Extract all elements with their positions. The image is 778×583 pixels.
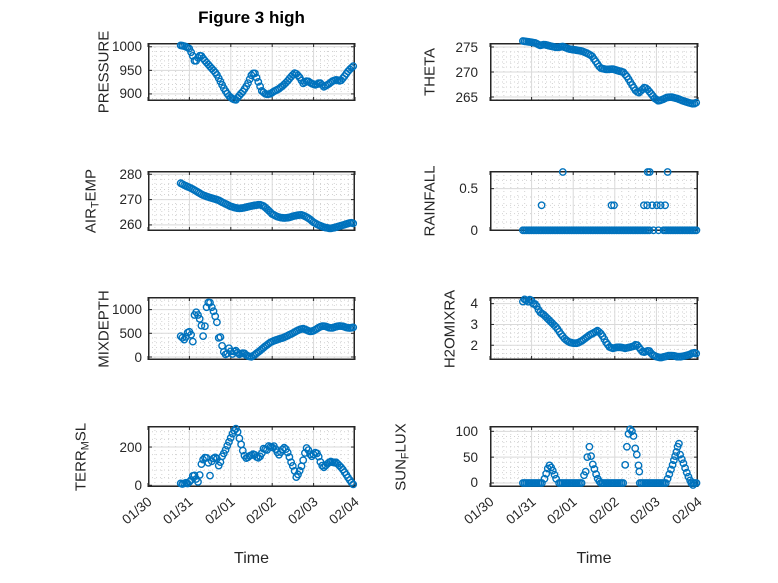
y-axis-label-text: LUX: [392, 422, 410, 452]
y-tick-label: 270: [119, 192, 142, 208]
scatter-series-airtemp: [176, 179, 358, 233]
y-axis-label-h2omixra: H2OMIXRA: [442, 289, 459, 367]
y-tick-label: 50: [462, 449, 478, 465]
y-tick-label: 265: [455, 89, 478, 105]
y-axis-label-text: AIR: [82, 208, 100, 234]
y-tick-label: 0: [470, 475, 478, 491]
plot-area-rainfall: [489, 168, 701, 235]
plot-area-h2omixra: [489, 295, 701, 362]
y-axis-label-text: PRESSURE: [95, 30, 113, 114]
y-tick-label: 200: [119, 439, 142, 455]
y-axis-label-text: H2OMIXRA: [441, 289, 459, 368]
y-tick-label: 0: [470, 222, 478, 238]
y-tick-label: 3: [470, 316, 478, 332]
y-axis-label-subscript: M: [79, 440, 92, 450]
x-axis-title-left: Time: [234, 550, 269, 567]
plot-area-theta: [489, 37, 701, 108]
y-axis-label-text: SL: [72, 422, 90, 441]
plot-area-sunflux: [489, 425, 701, 489]
y-axis-label-text: MIXDEPTH: [95, 289, 113, 368]
y-axis-label-text: THETA: [421, 47, 439, 97]
plot-area-mixdepth: [147, 297, 358, 361]
y-tick-label: 4: [470, 296, 478, 312]
y-axis-label-subscript: T: [89, 201, 102, 209]
y-axis-label-airtemp: AIRTEMP: [82, 168, 102, 234]
y-tick-label: 1000: [111, 39, 142, 55]
y-axis-label-subscript: F: [399, 451, 412, 459]
y-tick-label: 100: [455, 423, 478, 439]
y-tick-label: 900: [119, 86, 142, 102]
figure-title: Figure 3 high: [198, 8, 305, 27]
y-tick-label: 260: [119, 217, 142, 233]
scatter-series-mixdepth: [176, 298, 358, 361]
y-tick-label: 280: [119, 166, 142, 182]
y-axis-label-text: TERR: [72, 449, 90, 491]
y-tick-label: 950: [119, 62, 142, 78]
y-tick-label: 0: [134, 349, 142, 365]
scatter-series-sunflux: [519, 425, 701, 489]
plot-area-terrmsl: [147, 424, 358, 489]
scatter-series-h2omixra: [519, 295, 701, 362]
y-axis-label-mixdepth: MIXDEPTH: [96, 290, 113, 368]
y-tick-label: 1000: [111, 302, 142, 318]
y-axis-label-text: EMP: [82, 168, 100, 202]
y-tick-label: 270: [455, 64, 478, 80]
plot-area-pressure: [147, 41, 358, 104]
scatter-series-pressure: [176, 41, 358, 104]
scatter-series-terrmsl: [176, 424, 358, 489]
scatter-series-rainfall: [519, 168, 701, 235]
y-axis-label-rainfall: RAINFALL: [422, 166, 439, 237]
y-tick-label: 500: [119, 325, 142, 341]
y-axis-label-sunflux: SUNFLUX: [392, 422, 412, 491]
y-tick-label: 275: [455, 39, 478, 55]
scatter-series-theta: [519, 37, 701, 108]
y-axis-label-theta: THETA: [422, 48, 439, 96]
x-axis-title-right: Time: [576, 550, 612, 567]
y-tick-label: 2: [470, 337, 478, 353]
y-axis-label-text: RAINFALL: [421, 165, 439, 237]
y-tick-label: 0: [134, 477, 142, 493]
y-axis-label-terrmsl: TERRMSL: [72, 422, 92, 491]
y-axis-label-text: SUN: [392, 458, 410, 491]
y-tick-label: 0.5: [459, 181, 478, 197]
plot-area-airtemp: [147, 171, 358, 233]
y-axis-label-pressure: PRESSURE: [96, 31, 113, 114]
